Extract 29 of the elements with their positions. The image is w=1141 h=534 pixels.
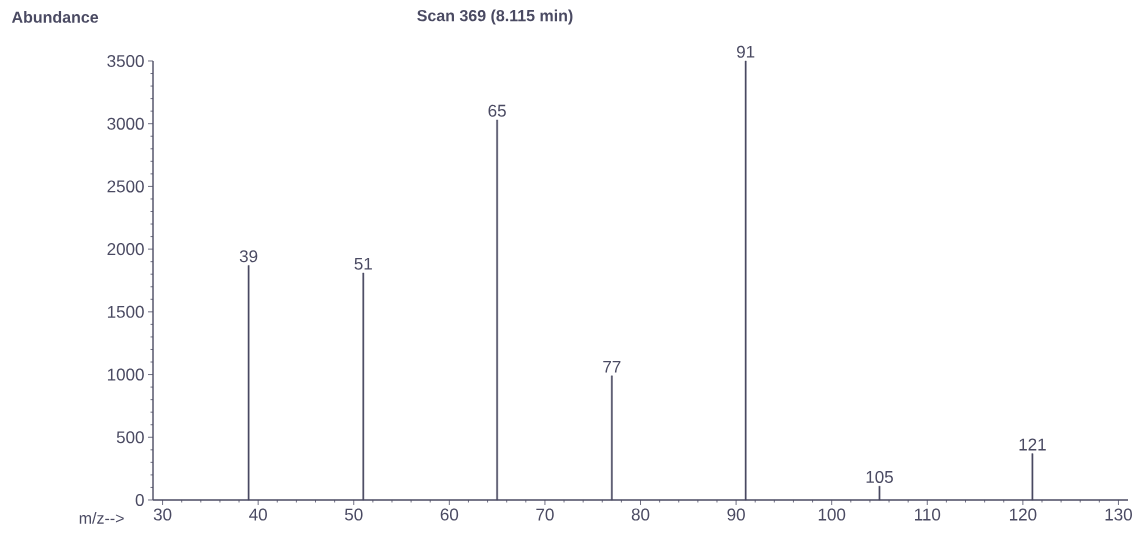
x-tick-label: 30 — [153, 508, 172, 521]
x-tick-label: 50 — [344, 508, 363, 521]
annotation: 91 — [737, 45, 755, 58]
annotation: 105 — [866, 470, 893, 483]
y-axis-title: Abundance — [11, 11, 99, 23]
y-tick-label: 0 — [135, 493, 144, 507]
x-tick-label: 70 — [536, 508, 554, 521]
y-tick-label: 1500 — [107, 305, 144, 318]
y-tick-label: 2500 — [107, 180, 144, 193]
x-tick-label: 130 — [1105, 508, 1132, 521]
y-tick-label: 500 — [116, 431, 144, 444]
chart-title: Scan 369 (8.115 min) — [417, 9, 573, 25]
x-tick-label: 90 — [727, 508, 745, 521]
annotation: 39 — [239, 250, 258, 263]
x-tick-label: 100 — [818, 508, 846, 521]
annotation: 77 — [603, 360, 621, 373]
annotation: 65 — [488, 104, 506, 117]
annotation: 121 — [1019, 438, 1046, 451]
x-tick-label: 110 — [915, 508, 941, 521]
y-tick-label: 3000 — [107, 117, 144, 130]
y-tick-label: 1000 — [107, 368, 144, 381]
x-tick-label: 60 — [440, 508, 459, 521]
x-tick-label: 120 — [1009, 508, 1037, 521]
y-tick-label: 2000 — [107, 243, 144, 256]
y-tick-label: 3500 — [107, 54, 144, 68]
annotation: 51 — [354, 257, 372, 270]
x-tick-label: 40 — [249, 508, 267, 521]
x-axis-title: m/z--> — [79, 512, 124, 524]
x-tick-label: 80 — [631, 508, 650, 521]
